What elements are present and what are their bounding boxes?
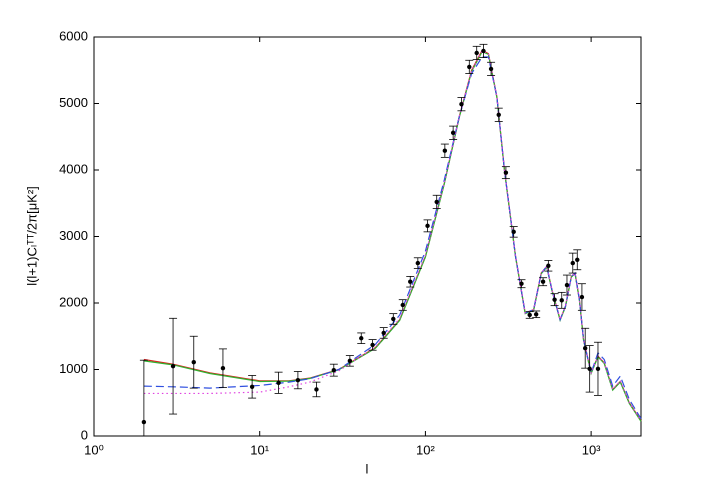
model-curve xyxy=(143,56,642,420)
data-point xyxy=(503,170,509,175)
data-point xyxy=(170,363,176,369)
data-point xyxy=(533,312,539,317)
data-point xyxy=(496,112,501,118)
data-point xyxy=(381,330,386,336)
data-point xyxy=(220,365,226,371)
data-point xyxy=(415,260,421,266)
data-point xyxy=(391,316,396,322)
data-point xyxy=(540,279,546,284)
data-point xyxy=(347,358,353,364)
data-point xyxy=(595,366,601,372)
data-point xyxy=(442,148,448,153)
data-point xyxy=(579,294,585,300)
data-point xyxy=(370,342,375,348)
data-point xyxy=(425,223,430,229)
data-point xyxy=(587,366,592,372)
x-tick-label: 10³ xyxy=(582,442,601,457)
data-point xyxy=(511,229,516,235)
data-point xyxy=(481,48,486,54)
data-point xyxy=(191,359,196,365)
data-point xyxy=(249,384,255,389)
data-point xyxy=(519,281,524,286)
x-axis-label: l xyxy=(366,461,369,476)
data-point xyxy=(276,380,281,385)
data-point xyxy=(570,260,575,266)
y-tick-label: 1000 xyxy=(59,361,88,376)
y-axis-label: l(l+1)Cₗᵀᵀ/2π[μK²] xyxy=(24,186,39,286)
data-point xyxy=(474,50,479,56)
data-point xyxy=(314,387,319,392)
data-point xyxy=(564,282,570,288)
data-point xyxy=(434,199,439,205)
plot-frame xyxy=(93,36,642,437)
x-tick-label: 10⁰ xyxy=(84,442,104,457)
model-curve xyxy=(143,49,642,422)
model-curve xyxy=(143,50,642,422)
model-curve xyxy=(143,50,642,422)
y-tick-label: 5000 xyxy=(59,95,88,110)
y-tick-label: 3000 xyxy=(59,228,88,243)
data-point xyxy=(527,312,532,318)
data-point xyxy=(552,297,557,302)
y-tick-label: 2000 xyxy=(59,294,88,309)
data-point xyxy=(408,279,413,284)
x-tick-label: 10¹ xyxy=(250,442,269,457)
data-point xyxy=(575,257,580,262)
data-point xyxy=(141,419,147,425)
data-point xyxy=(359,336,364,341)
data-point xyxy=(582,346,588,351)
data-point xyxy=(488,66,494,72)
y-tick-label: 6000 xyxy=(59,28,88,43)
data-point xyxy=(331,367,337,373)
data-point xyxy=(400,302,405,308)
data-point xyxy=(295,377,301,383)
data-point xyxy=(546,263,551,268)
x-tick-label: 10² xyxy=(416,442,435,457)
y-tick-label: 4000 xyxy=(59,161,88,176)
data-point xyxy=(450,130,456,135)
data-point xyxy=(559,298,564,303)
data-point xyxy=(459,101,464,107)
data-point xyxy=(467,64,472,70)
y-tick-label: 0 xyxy=(81,427,88,442)
